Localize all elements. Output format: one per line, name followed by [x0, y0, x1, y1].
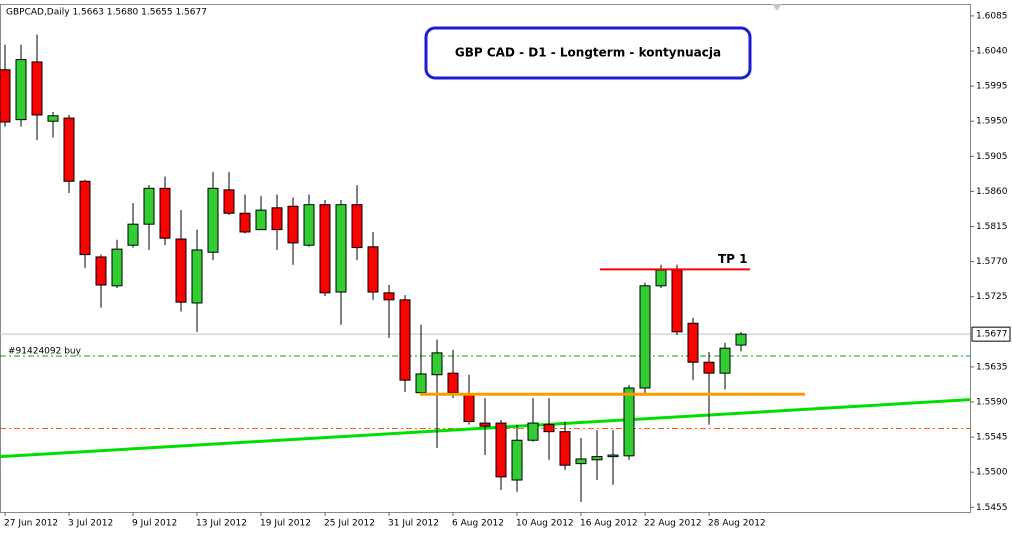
- candle-body: [255, 209, 267, 231]
- shift-marker: [772, 4, 782, 11]
- y-tick-label: 1.5545: [976, 433, 1008, 443]
- y-tick-label: 1.5590: [976, 398, 1008, 408]
- y-tick-label: 1.5455: [976, 503, 1008, 513]
- buy-order-label: #91424092 buy: [8, 347, 82, 357]
- y-tick-label: 1.5770: [976, 257, 1008, 267]
- candle-body: [95, 256, 107, 286]
- y-tick-label: 1.5950: [976, 117, 1008, 127]
- candle-body: [495, 422, 507, 478]
- candle-body: [399, 299, 411, 381]
- candle-body: [335, 204, 347, 293]
- candle-body: [479, 422, 491, 427]
- candle-body: [159, 187, 171, 239]
- candle-body: [223, 189, 235, 214]
- candle-body: [15, 59, 27, 121]
- x-tick-label: 3 Jul 2012: [68, 519, 113, 529]
- candle-body: [191, 249, 203, 304]
- y-tick-label: 1.5635: [976, 362, 1008, 372]
- annotation-box: [424, 26, 752, 80]
- y-tick-label: 1.5500: [976, 468, 1008, 478]
- candle-body: [719, 347, 731, 374]
- candle-body: [559, 431, 571, 466]
- candle-body: [271, 207, 283, 231]
- annotation: GBP CAD - D1 - Longterm - kontynuacja: [455, 46, 721, 60]
- candle-body: [735, 333, 747, 346]
- candle-body: [703, 361, 715, 374]
- candle-body: [655, 269, 667, 287]
- x-tick-label: 28 Aug 2012: [708, 519, 766, 529]
- candle-body: [447, 372, 459, 394]
- y-tick-label: 1.6085: [976, 11, 1008, 21]
- candle-body: [623, 387, 635, 457]
- candle-body: [383, 292, 395, 301]
- candle-body: [287, 205, 299, 244]
- x-tick-label: 9 Jul 2012: [132, 519, 177, 529]
- candle-body: [175, 238, 187, 303]
- candle-body: [431, 352, 443, 376]
- candle-body: [575, 458, 587, 465]
- candle-body: [351, 204, 363, 249]
- y-tick-label: 1.5725: [976, 292, 1008, 302]
- x-tick-label: 6 Aug 2012: [452, 519, 504, 529]
- x-tick-label: 10 Aug 2012: [516, 519, 574, 529]
- candle-body: [543, 424, 555, 433]
- candle-body: [111, 248, 123, 287]
- candle-body: [463, 394, 475, 423]
- candle-body: [639, 285, 651, 389]
- x-tick-label: 16 Aug 2012: [580, 519, 638, 529]
- x-tick-label: 13 Jul 2012: [196, 519, 247, 529]
- candle-body: [303, 204, 315, 246]
- candle-body: [687, 322, 699, 363]
- x-tick-label: 22 Aug 2012: [644, 519, 702, 529]
- candle-body: [367, 246, 379, 293]
- candle-body: [511, 439, 523, 481]
- tp-label: TP 1: [718, 252, 748, 266]
- candle-body: [591, 456, 603, 461]
- x-tick-label: 31 Jul 2012: [388, 519, 439, 529]
- candle-body: [207, 187, 219, 253]
- candle-body: [415, 373, 427, 394]
- x-tick-label: 27 Jun 2012: [4, 519, 58, 529]
- candle-body: [527, 422, 539, 441]
- y-tick-label: 1.5905: [976, 152, 1008, 162]
- y-tick-label: 1.5860: [976, 187, 1008, 197]
- candle-body: [63, 117, 75, 182]
- candle-body: [143, 187, 155, 225]
- plot-frame: [0, 4, 971, 513]
- y-tick-label: 1.5815: [976, 222, 1008, 232]
- chart-header: GBPCAD,Daily 1.5663 1.5680 1.5655 1.5677: [6, 8, 207, 18]
- candle-body: [79, 180, 91, 256]
- candle-body: [319, 204, 331, 294]
- y-tick-label: 1.6040: [976, 47, 1008, 57]
- candle-body: [31, 61, 43, 116]
- candle-body: [127, 223, 139, 246]
- candle-body: [671, 269, 683, 333]
- candle-body: [239, 212, 251, 233]
- x-tick-label: 25 Jul 2012: [324, 519, 375, 529]
- candle-body: [0, 69, 11, 123]
- current-price-label: 1.5677: [976, 330, 1008, 340]
- current-price-box: [971, 326, 1011, 342]
- y-tick-label: 1.5995: [976, 82, 1008, 92]
- candle-body: [47, 115, 59, 122]
- candle-body: [607, 454, 619, 458]
- x-tick-label: 19 Jul 2012: [260, 519, 311, 529]
